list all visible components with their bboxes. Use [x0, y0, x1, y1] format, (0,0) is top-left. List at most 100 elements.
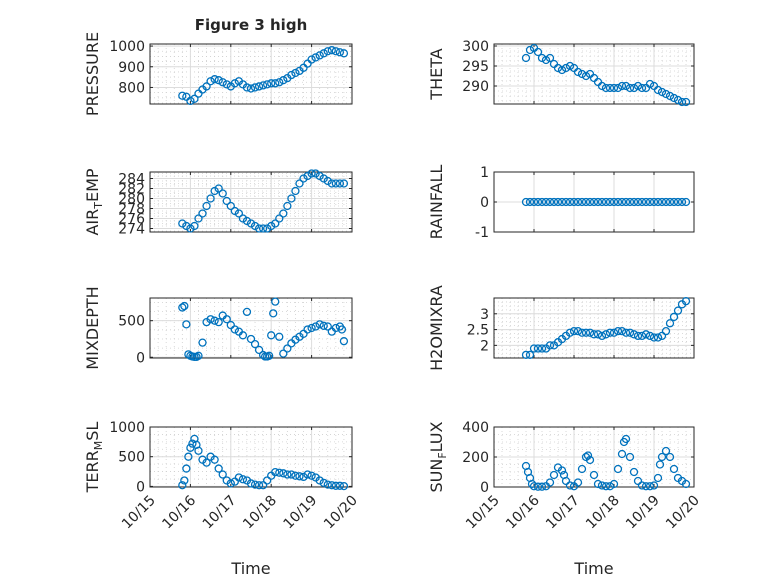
data-point: [279, 469, 288, 478]
data-point: [665, 452, 675, 462]
data-point: [202, 82, 211, 91]
data-point: [315, 171, 324, 181]
data-point: [661, 327, 671, 336]
data-point: [585, 197, 595, 207]
data-point: [214, 76, 223, 85]
y-tick-label: 200: [462, 450, 489, 466]
data-point: [557, 466, 567, 475]
data-point: [537, 482, 547, 491]
data-point: [242, 307, 252, 317]
data-point: [303, 171, 312, 181]
data-point: [339, 481, 349, 491]
data-point: [246, 84, 256, 93]
data-point: [649, 197, 659, 207]
y-tick-label: 290: [462, 79, 489, 95]
data-point: [629, 330, 639, 339]
data-point: [605, 197, 615, 207]
x-axis-label-left: Time: [230, 559, 270, 578]
data-point: [581, 71, 591, 81]
data-point: [653, 197, 663, 207]
data-point: [242, 83, 252, 92]
y-axis-label: THETA: [427, 48, 446, 100]
data-point: [263, 80, 272, 89]
data-point: [565, 61, 575, 71]
y-axis-label: H2OMIXRA: [427, 285, 446, 371]
data-point: [263, 224, 272, 233]
data-point: [331, 47, 340, 56]
data-point: [190, 221, 199, 231]
data-point: [287, 470, 296, 479]
data-point: [665, 197, 675, 207]
axes-box: [149, 297, 353, 359]
data-point: [589, 197, 599, 207]
data-point: [271, 79, 280, 88]
data-point: [254, 481, 264, 490]
data-point: [577, 197, 587, 207]
data-point: [299, 174, 308, 183]
data-point: [303, 325, 312, 334]
data-point: [637, 197, 647, 207]
data-point: [569, 197, 579, 207]
data-point: [258, 224, 268, 233]
plot-area: [494, 298, 694, 358]
data-point: [238, 214, 248, 223]
data-point: [295, 179, 304, 188]
data-point: [323, 480, 332, 489]
data-point: [625, 452, 635, 462]
data-point: [673, 306, 683, 315]
data-point: [279, 76, 288, 85]
data-point: [617, 327, 627, 336]
data-point: [254, 224, 264, 233]
data-point: [549, 470, 559, 480]
data-point: [234, 473, 244, 482]
data-point: [267, 221, 276, 231]
axes-box: [149, 43, 353, 105]
data-point: [565, 197, 575, 207]
data-point: [287, 194, 296, 203]
data-point: [178, 481, 187, 490]
data-point: [246, 334, 256, 344]
data-point: [529, 344, 539, 353]
y-tick-label: 284: [118, 172, 145, 188]
data-point: [605, 482, 615, 491]
data-point: [621, 328, 631, 337]
y-tick-label: 2: [480, 338, 489, 354]
data-point: [537, 344, 547, 353]
data-point: [327, 46, 336, 55]
data-point: [545, 478, 555, 487]
data-point: [258, 481, 268, 490]
data-point: [250, 480, 260, 489]
data-point: [206, 315, 215, 324]
data-point: [621, 197, 631, 207]
data-point: [601, 83, 611, 93]
axes-box: [493, 297, 695, 359]
axes-box: [493, 43, 695, 105]
data-point: [307, 471, 316, 480]
data-point: [585, 455, 595, 465]
data-point: [214, 464, 223, 473]
data-point: [669, 197, 679, 207]
data-point: [593, 197, 603, 207]
y-tick-label: 274: [118, 222, 145, 238]
data-point: [609, 479, 619, 489]
data-point: [657, 331, 667, 341]
subplot-4: -1 0 1 RAINFALL: [427, 165, 695, 241]
data-point: [521, 197, 531, 207]
data-point: [677, 197, 687, 207]
data-point: [263, 476, 272, 485]
data-point: [605, 83, 615, 93]
y-axis-label: TERRMSL: [83, 422, 105, 494]
data-point: [214, 184, 223, 193]
data-point: [299, 472, 308, 482]
data-point: [577, 328, 587, 337]
data-point: [669, 464, 679, 474]
data-point: [234, 209, 244, 218]
y-tick-label: 278: [118, 202, 145, 218]
data-point: [645, 331, 655, 341]
y-axis-label: PRESSURE: [83, 32, 102, 116]
y-tick-label: 282: [118, 182, 145, 198]
data-point: [323, 322, 332, 331]
data-point: [190, 94, 199, 103]
y-tick-label: 300: [462, 39, 489, 55]
